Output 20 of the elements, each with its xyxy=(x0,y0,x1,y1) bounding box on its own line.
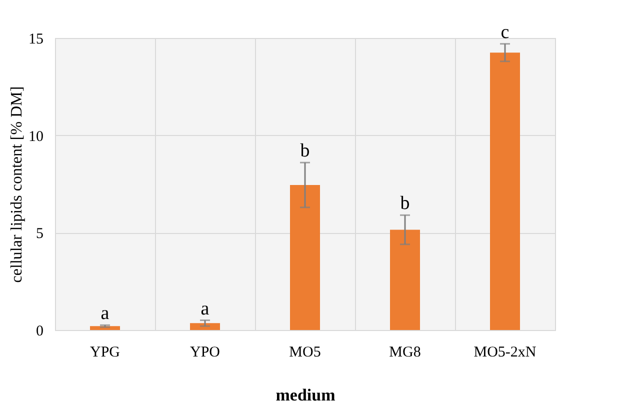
annotation: a xyxy=(200,298,210,320)
y-axis-title: cellular lipids content [% DM] xyxy=(8,86,26,283)
x-tick-label: YPG xyxy=(90,344,120,360)
y-tick-label: 0 xyxy=(36,324,44,340)
y-tick-label: 5 xyxy=(36,226,44,242)
x-tick-label: MO5-2xN xyxy=(474,344,536,360)
bar xyxy=(390,230,420,330)
annotation: b xyxy=(300,140,310,162)
bar xyxy=(490,52,520,330)
x-tick-label: MO5 xyxy=(289,344,321,360)
annotation: a xyxy=(100,303,110,324)
annotation: c xyxy=(500,22,510,43)
x-tick-label: YPO xyxy=(190,344,220,360)
annotation: b xyxy=(400,193,410,214)
bar xyxy=(190,323,220,330)
y-tick-label: 15 xyxy=(28,32,44,48)
x-tick-label: MG8 xyxy=(389,344,421,360)
y-tick-label: 10 xyxy=(28,128,44,145)
x-axis-title: medium xyxy=(276,386,336,404)
bar xyxy=(290,184,320,330)
